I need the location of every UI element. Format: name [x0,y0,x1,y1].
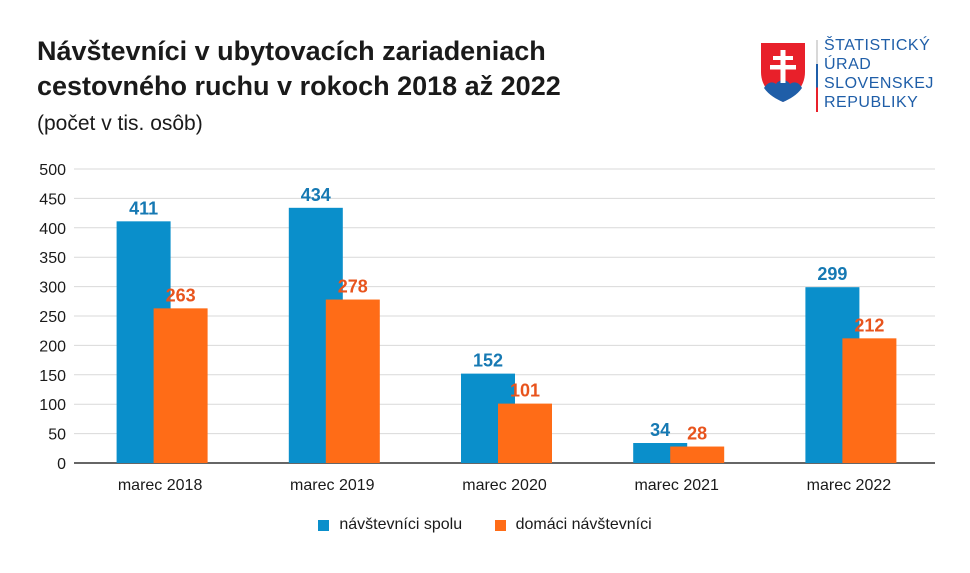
x-axis-ticks: marec 2018 marec 2019 marec 2020 marec 2021… [118,477,891,494]
title-line-1: Návštevníci v ubytovacích zariadeniach [37,36,546,66]
data-label-total: 299 [817,264,847,284]
legend-swatch-domestic [494,519,506,531]
data-label-total: 434 [301,185,331,205]
y-tick-label: 100 [39,397,66,414]
y-tick-label: 300 [39,280,66,297]
x-tick-label: marec 2019 [290,477,375,494]
y-tick-label: 400 [39,221,66,238]
bar-domestic [498,403,552,463]
data-label-domestic: 212 [854,315,884,335]
bar-domestic [325,299,380,463]
legend: návštevníci spolu domáci návštevníci [0,516,970,536]
bar-domestic [842,338,897,463]
legend-label-domestic: domáci návštevníci [515,516,652,533]
data-label-domestic: 28 [687,424,707,444]
legend-item-domestic: domáci návštevníci [494,516,652,534]
bar-domestic [670,446,725,463]
x-tick-label: marec 2020 [462,477,547,494]
logo-line-4: REPUBLIKY [824,94,919,111]
x-tick-label: marec 2022 [807,477,892,494]
y-axis-ticks: 0 50 100 150 200 250 300 350 400 450 500 [39,162,66,473]
legend-swatch-total [318,519,330,531]
y-tick-label: 50 [48,427,66,444]
data-label-domestic: 101 [510,381,540,401]
x-tick-label: marec 2021 [634,477,719,494]
data-label-domestic: 278 [338,277,368,297]
logo-line-1: ŠTATISTICKÝ [824,37,931,54]
legend-item-total: návštevníci spolu [318,516,462,534]
y-tick-label: 150 [39,368,66,385]
data-label-domestic: 263 [166,285,196,305]
susr-logo: ŠTATISTICKÝ ÚRAD SLOVENSKEJ REPUBLIKY [760,36,950,118]
data-label-total: 34 [650,420,670,440]
chart-title: Návštevníci v ubytovacích zariadeniach c… [37,34,677,104]
x-tick-label: marec 2018 [118,477,203,494]
bar-chart: 0 50 100 150 200 250 300 350 400 450 500 411 263 434… [39,162,935,494]
title-line-2: cestovného ruchu v rokoch 2018 až 2022 [37,71,561,101]
data-labels: 411 263 434 278 152 101 34 28 299 212 [129,185,884,444]
logo-line-3: SLOVENSKEJ [824,75,934,92]
bar-domestic [153,308,208,463]
bars [116,207,897,463]
legend-label-total: návštevníci spolu [339,516,463,533]
y-tick-label: 500 [39,162,66,179]
data-label-total: 411 [129,198,158,218]
logo-divider [816,40,818,112]
logo-text: ŠTATISTICKÝ ÚRAD SLOVENSKEJ REPUBLIKY [824,36,934,112]
chart-subtitle: (počet v tis. osôb) [37,112,203,135]
y-tick-label: 200 [39,338,66,355]
logo-line-2: ÚRAD [824,56,872,73]
slovak-coat-of-arms-icon [761,43,805,102]
y-tick-label: 350 [39,250,66,267]
y-tick-label: 250 [39,309,66,326]
y-tick-label: 0 [57,456,66,473]
y-tick-label: 450 [39,191,66,208]
data-label-total: 152 [473,351,503,371]
